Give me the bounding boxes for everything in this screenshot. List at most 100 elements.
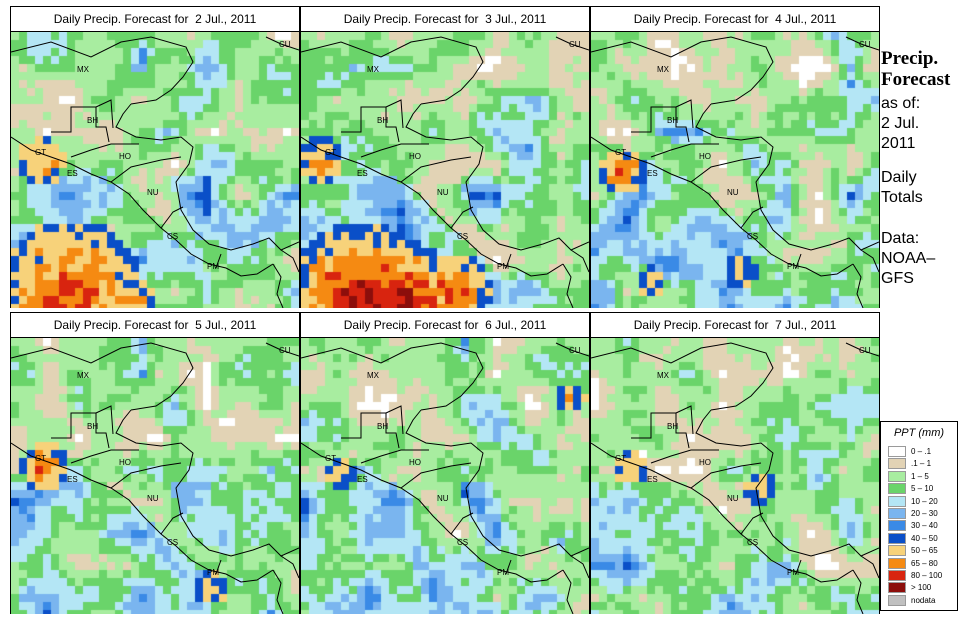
forecast-panel-7jul: Daily Precip. Forecast for 7 Jul., 2011 … [590,312,880,614]
boundary-line [265,36,299,51]
country-label-cu: CU [859,40,871,49]
country-label-cs: CS [167,538,179,547]
country-label-nu: NU [727,188,739,197]
country-label-mx: MX [367,371,379,380]
forecast-panel-4jul: Daily Precip. Forecast for 4 Jul., 2011 … [590,6,880,308]
legend-swatch [888,483,906,495]
forecast-panel-2jul: Daily Precip. Forecast for 2 Jul., 2011 … [10,6,300,308]
country-label-es: ES [67,475,78,484]
country-label-nu: NU [147,494,159,503]
legend-swatch [888,532,906,544]
country-label-ho: HO [119,152,131,161]
legend-label: 40 – 50 [911,533,938,543]
boundary-line [852,569,864,614]
boundary-line [570,249,589,273]
data-source-label: Data: [881,230,920,247]
boundary-line [110,156,182,183]
legend-label: 65 – 80 [911,558,938,568]
boundary-line [301,342,484,411]
legend-label: nodata [911,595,936,605]
country-label-ho: HO [409,152,421,161]
boundary-line [400,462,472,489]
boundary-line [505,559,512,575]
boundary-line [115,103,299,251]
country-label-gt: GT [615,454,627,463]
panel-title: Daily Precip. Forecast for 3 Jul., 2011 [343,12,547,26]
country-label-cs: CS [457,232,469,241]
legend-label: > 100 [911,583,932,593]
country-label-mx: MX [657,65,669,74]
forecast-panel-6jul: Daily Precip. Forecast for 6 Jul., 2011 … [300,312,590,614]
boundary-line [70,143,139,158]
boundary-line [631,412,690,449]
country-label-gt: GT [325,454,337,463]
country-label-gt: GT [325,148,337,157]
country-label-bh: BH [87,422,99,431]
boundary-line [341,412,400,449]
boundary-line [272,263,284,308]
asof-label: as of: [881,95,921,112]
boundary-line [591,442,854,583]
country-label-cu: CU [569,346,581,355]
legend-label: 20 – 30 [911,509,938,518]
boundary-line [591,342,774,411]
legend-title: PPT (mm) [893,427,945,439]
legend-label: 80 – 100 [911,571,943,580]
precip-legend: PPT (mm) 0 – .1 .1 – 1 1 – 5 5 – 10 10 – 20 2… [880,421,958,611]
precip-map: MX CU BH GT HO ES NU CS PM [301,31,589,308]
country-label-mx: MX [77,65,89,74]
boundary-line [852,263,864,308]
boundary-line [695,409,879,557]
boundary-line [11,342,194,411]
country-label-mx: MX [367,65,379,74]
boundary-line [740,206,764,229]
country-label-nu: NU [147,188,159,197]
country-label-mx: MX [77,371,89,380]
country-label-ho: HO [119,458,131,467]
country-label-cs: CS [167,232,179,241]
boundary-line [11,442,274,583]
legend-label: 30 – 40 [911,521,938,531]
country-label-pm: PM [207,568,219,577]
country-label-es: ES [647,169,658,178]
legend-label: 5 – 10 [911,484,934,494]
boundary-line [400,156,472,183]
country-label-nu: NU [437,494,449,503]
boundary-line [675,405,694,435]
country-label-es: ES [647,475,658,484]
precip-grid [11,32,299,308]
panel-title: Daily Precip. Forecast for 2 Jul., 2011 [53,12,257,26]
legend-swatch [888,446,906,457]
boundary-line [562,569,574,614]
country-label-cu: CU [279,346,291,355]
boundary-line [555,36,589,51]
side-title-line1: Precip. [881,48,939,69]
legend-swatch [888,495,906,507]
country-label-nu: NU [437,188,449,197]
country-label-pm: PM [787,262,799,271]
precip-map: MX CU BH GT HO ES NU CS PM [591,31,879,308]
boundary-line [591,36,774,105]
boundary-line [650,449,719,464]
coastline-borders [591,36,879,308]
country-label-es: ES [357,475,368,484]
boundary-line [70,449,139,464]
boundary-line [505,253,512,269]
precip-map: MX CU BH GT HO ES NU CS PM [11,337,299,614]
legend-label: 50 – 65 [911,546,938,556]
country-label-cs: CS [747,538,759,547]
country-label-bh: BH [667,422,679,431]
legend-swatch [888,557,906,569]
boundary-line [301,442,564,583]
country-label-cu: CU [569,40,581,49]
country-label-cu: CU [279,40,291,49]
country-label-nu: NU [727,494,739,503]
country-label-bh: BH [377,116,389,125]
boundary-line [280,249,299,273]
boundary-line [631,106,690,143]
panel-title: Daily Precip. Forecast for 7 Jul., 2011 [633,318,837,332]
legend-swatch [888,458,906,470]
boundary-line [301,36,484,105]
boundary-line [650,143,719,158]
boundary-line [860,249,879,273]
